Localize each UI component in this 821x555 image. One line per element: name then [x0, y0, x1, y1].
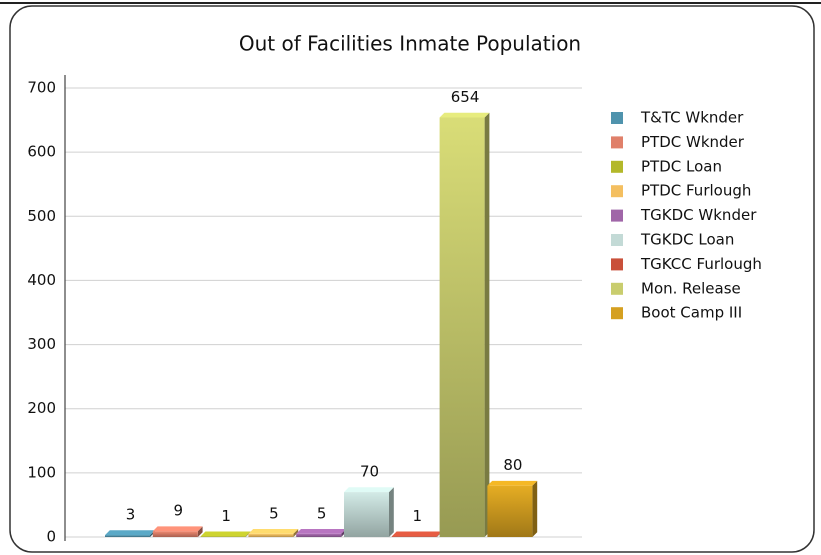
data-label: 654 — [451, 88, 480, 106]
y-tick-label: 200 — [27, 399, 56, 417]
bar — [439, 117, 485, 538]
bar-top — [152, 526, 203, 532]
legend-label: PTDC Wknder — [641, 133, 745, 151]
bar-side — [532, 480, 538, 537]
bar — [248, 533, 294, 537]
legend-swatch — [611, 136, 623, 149]
bar-side — [245, 531, 251, 537]
bar-top — [200, 531, 251, 537]
legend-swatch — [611, 282, 623, 295]
bar — [296, 533, 342, 537]
bar-top — [248, 528, 299, 534]
bar-top — [105, 530, 155, 536]
bar — [487, 485, 533, 537]
legend-label: Mon. Release — [641, 279, 741, 297]
y-tick-label: 0 — [46, 528, 56, 546]
bar-top — [296, 528, 346, 534]
data-label: 5 — [269, 504, 279, 522]
legend-label: TGKDC Loan — [640, 231, 734, 249]
y-tick-label: 600 — [27, 143, 56, 161]
bar-side — [389, 487, 394, 537]
legend-label: PTDC Furlough — [641, 182, 751, 200]
y-tick-label: 700 — [27, 79, 56, 97]
legend-label: PTDC Loan — [641, 157, 722, 175]
chart-title: Out of Facilities Inmate Population — [239, 32, 581, 56]
data-label: 80 — [503, 456, 522, 474]
data-label: 5 — [317, 504, 327, 522]
bar-side — [197, 526, 203, 537]
legend-swatch — [611, 234, 623, 246]
bar-side — [293, 528, 299, 537]
bar — [200, 536, 246, 537]
data-label: 9 — [174, 502, 184, 520]
legend-label: Boot Camp III — [641, 304, 742, 322]
legend-swatch — [611, 209, 623, 222]
legend-swatch — [611, 185, 623, 198]
data-label: 3 — [126, 506, 136, 524]
legend-label: TGKCC Furlough — [640, 255, 762, 273]
data-label: 1 — [413, 507, 423, 525]
y-tick-label: 300 — [27, 335, 56, 353]
bar-top — [391, 531, 442, 537]
bar-top — [487, 480, 538, 486]
y-tick-label: 500 — [27, 207, 56, 225]
data-label: 70 — [360, 463, 379, 481]
y-tick-label: 100 — [27, 463, 56, 481]
bar — [344, 492, 389, 537]
bar-top — [439, 112, 490, 118]
legend-swatch — [611, 160, 623, 173]
bar-top — [344, 487, 394, 493]
legend-label: T&TC Wknder — [640, 109, 744, 127]
y-tick-label: 400 — [27, 271, 56, 289]
legend-swatch — [611, 258, 623, 271]
bar — [391, 536, 437, 537]
data-label: 1 — [221, 507, 231, 525]
bar-side — [484, 112, 490, 537]
legend-swatch — [611, 112, 623, 124]
legend-swatch — [611, 307, 623, 320]
bar — [105, 535, 150, 537]
legend-label: TGKDC Wknder — [640, 206, 757, 224]
bar — [152, 531, 198, 537]
